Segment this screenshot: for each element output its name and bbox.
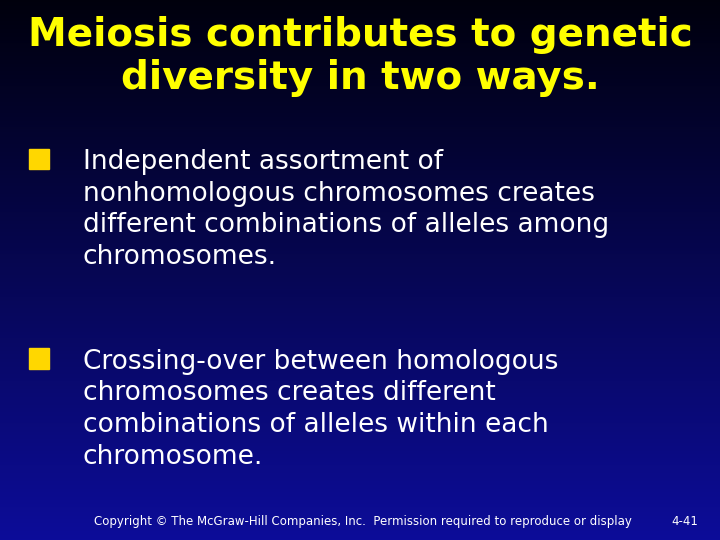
Text: Crossing-over between homologous
chromosomes creates different
combinations of a: Crossing-over between homologous chromos… <box>83 349 558 470</box>
Bar <box>29 348 49 369</box>
Bar <box>29 148 49 169</box>
Text: Independent assortment of
nonhomologous chromosomes creates
different combinatio: Independent assortment of nonhomologous … <box>83 149 609 270</box>
Text: 4-41: 4-41 <box>672 515 698 528</box>
Text: Meiosis contributes to genetic
diversity in two ways.: Meiosis contributes to genetic diversity… <box>27 16 693 97</box>
Text: Copyright © The McGraw-Hill Companies, Inc.  Permission required to reproduce or: Copyright © The McGraw-Hill Companies, I… <box>94 515 631 528</box>
